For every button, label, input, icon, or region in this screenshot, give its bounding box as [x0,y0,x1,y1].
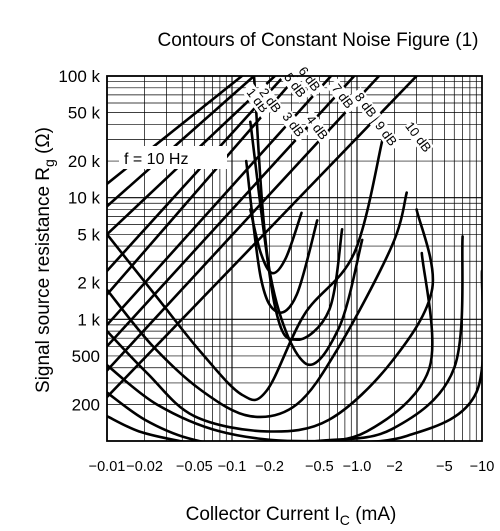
y-axis-unit: (Ω) [33,127,54,154]
x-axis-label: Collector Current [186,504,330,525]
contour-8-db [107,251,434,441]
y-tick-label: 5 k [77,225,100,244]
contour-upper-7-db [107,76,333,327]
contour-label-group: 9 dB [369,116,402,152]
contour-upper-6-db [107,76,299,296]
x-tick-label: −0.1 [218,459,247,475]
contour-10-db [107,269,482,441]
y-tick-label: 10 k [68,189,101,208]
contour-6-db [107,191,408,419]
svg-text:Signal source resistance Rg: Signal source resistance Rg (Ω) [33,127,57,393]
contour-labels: 1 dB2 dB3 dB4 dB5 dB6 dB7 dB8 dB9 dB 10 d… [241,61,435,155]
y-tick-labels: 100 k 50 k 20 k 10 k 5 k 2 k 1 k 500 200 [58,67,100,414]
contour-3-db [249,120,344,341]
x-tick-label: −0.01 [89,459,126,475]
contour-5-db [107,138,384,402]
annotation-box: f = 10 Hz [119,146,227,169]
x-tick-label: −1.0 [343,459,372,475]
x-axis-subscript: C [340,512,350,528]
x-axis-unit: (mA) [355,504,396,525]
x-tick-label: −0.05 [176,459,213,475]
contour-7-db [107,208,435,433]
chart-title: Contours of Constant Noise Figure (1) [157,30,478,51]
x-tick-label: −0.2 [255,459,284,475]
y-tick-label: 500 [72,347,100,366]
y-axis-subscript: g [41,159,57,167]
y-tick-label: 1 k [77,310,100,329]
y-axis-label: Signal source resistance [33,186,54,393]
x-tick-labels: −0.01 −0.02 −0.05 −0.1 −0.2 −0.5 −1.0 −2 −5 −10 [89,459,495,475]
x-axis-symbol: I [335,504,340,525]
contour-9-db [107,235,464,441]
contour-upper-2-db [107,76,256,208]
x-tick-label: −5 [436,459,453,475]
y-axis-title: Signal source resistance Rg (Ω) [33,127,57,393]
y-tick-label: 100 k [58,67,100,86]
x-tick-label: −10 [470,459,495,475]
x-axis-title: Collector Current IC (mA) [186,504,397,528]
y-tick-label: 50 k [68,104,101,123]
contour-upper-8-db [107,76,356,348]
y-axis-symbol: R [33,167,54,181]
y-tick-label: 20 k [68,152,101,171]
y-tick-label: 2 k [77,274,100,293]
y-tick-label: 200 [72,395,100,414]
frequency-annotation: f = 10 Hz [124,151,188,168]
x-tick-label: −2 [386,459,403,475]
x-tick-label: −0.02 [126,459,163,475]
contour-upper-1-db [107,76,244,186]
x-tick-label: −0.5 [305,459,334,475]
contour-upper-10-db [107,76,418,399]
plot-frame [106,75,483,442]
